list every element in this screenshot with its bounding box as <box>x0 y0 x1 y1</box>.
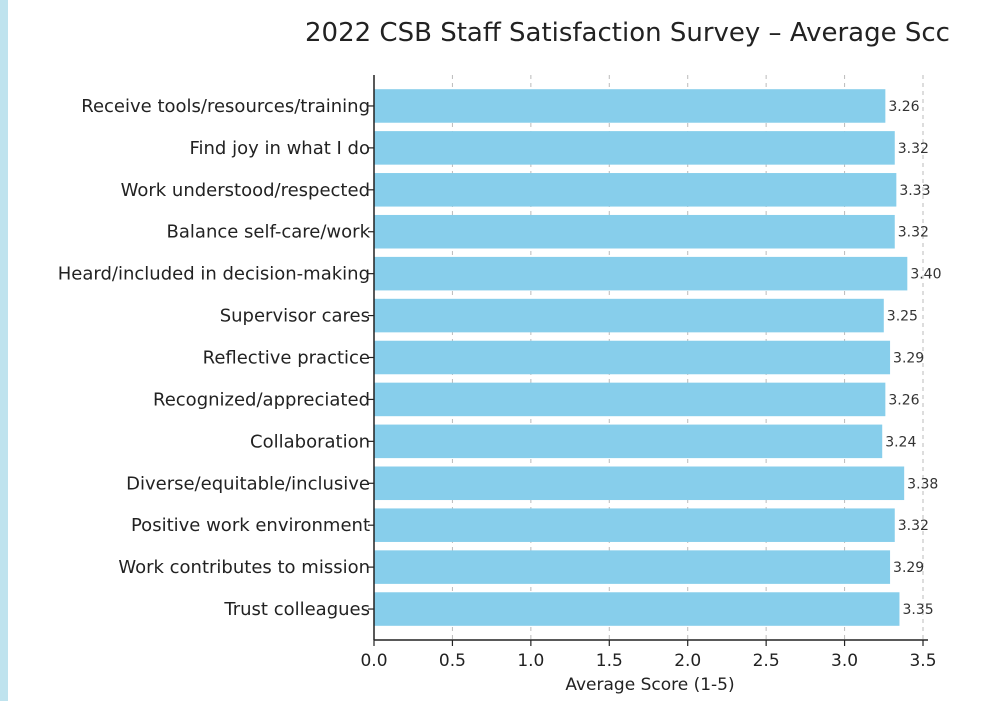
y-tick-label: Positive work environment <box>131 515 370 536</box>
bar <box>374 173 897 207</box>
y-tick-label: Recognized/appreciated <box>153 389 370 410</box>
x-tick-label: 3.0 <box>831 651 858 671</box>
x-tick-label: 1.0 <box>517 651 544 671</box>
bar <box>374 256 908 291</box>
bar <box>374 592 900 626</box>
value-label: 3.26 <box>888 99 919 115</box>
x-tick-label: 0.5 <box>439 651 466 671</box>
y-tick-label: Collaboration <box>250 431 370 452</box>
bar <box>374 214 895 249</box>
y-tick-labels: Receive tools/resources/training Find joy… <box>58 96 371 620</box>
chart-title: 2022 CSB Staff Satisfaction Survey – Ave… <box>305 18 950 48</box>
y-tick-label: Work understood/respected <box>121 180 370 201</box>
bars <box>374 89 908 626</box>
y-tick-label: Find joy in what I do <box>189 138 370 159</box>
chart-frame: 2022 CSB Staff Satisfaction Survey – Ave… <box>8 0 983 701</box>
bar <box>374 89 886 123</box>
x-tick-label: 0.0 <box>360 651 387 671</box>
value-label: 3.24 <box>885 434 916 450</box>
value-label: 3.40 <box>910 267 941 283</box>
x-tick-label: 3.5 <box>909 651 936 671</box>
value-label: 3.32 <box>898 225 929 241</box>
bar <box>374 340 891 375</box>
bar <box>374 550 891 584</box>
value-label: 3.29 <box>893 351 924 367</box>
bar <box>374 131 895 165</box>
x-axis-label: Average Score (1-5) <box>565 675 734 695</box>
y-tick-label: Heard/included in decision-making <box>58 264 370 285</box>
bar <box>374 424 883 459</box>
value-label: 3.32 <box>898 518 929 534</box>
x-tick-labels: 0.0 0.5 1.0 1.5 2.0 2.5 3.0 3.5 <box>360 651 936 671</box>
x-tick-label: 2.5 <box>753 651 780 671</box>
value-label: 3.33 <box>899 183 930 199</box>
value-label: 3.25 <box>887 309 918 325</box>
bar <box>374 466 905 501</box>
x-tick-label: 2.0 <box>674 651 701 671</box>
y-tick-label: Diverse/equitable/inclusive <box>126 473 370 494</box>
y-tick-label: Balance self-care/work <box>167 222 371 243</box>
value-label: 3.26 <box>888 392 919 408</box>
value-labels: 3.26 3.32 3.33 3.32 3.40 3.25 3.29 3.26 3.24 3.38… <box>885 99 941 618</box>
y-tick-label: Supervisor cares <box>220 306 370 327</box>
bar <box>374 382 886 417</box>
y-tick-label: Receive tools/resources/training <box>81 96 370 117</box>
value-label: 3.35 <box>902 602 933 618</box>
value-label: 3.29 <box>893 560 924 576</box>
axes <box>368 75 928 646</box>
bar-chart: 2022 CSB Staff Satisfaction Survey – Ave… <box>58 18 950 695</box>
x-tick-label: 1.5 <box>596 651 623 671</box>
y-tick-label: Trust colleagues <box>223 599 370 620</box>
y-tick-label: Work contributes to mission <box>118 557 370 578</box>
bar <box>374 508 895 542</box>
bar <box>374 298 884 333</box>
value-label: 3.38 <box>907 476 938 492</box>
y-tick-label: Reflective practice <box>203 348 370 369</box>
value-label: 3.32 <box>898 141 929 157</box>
